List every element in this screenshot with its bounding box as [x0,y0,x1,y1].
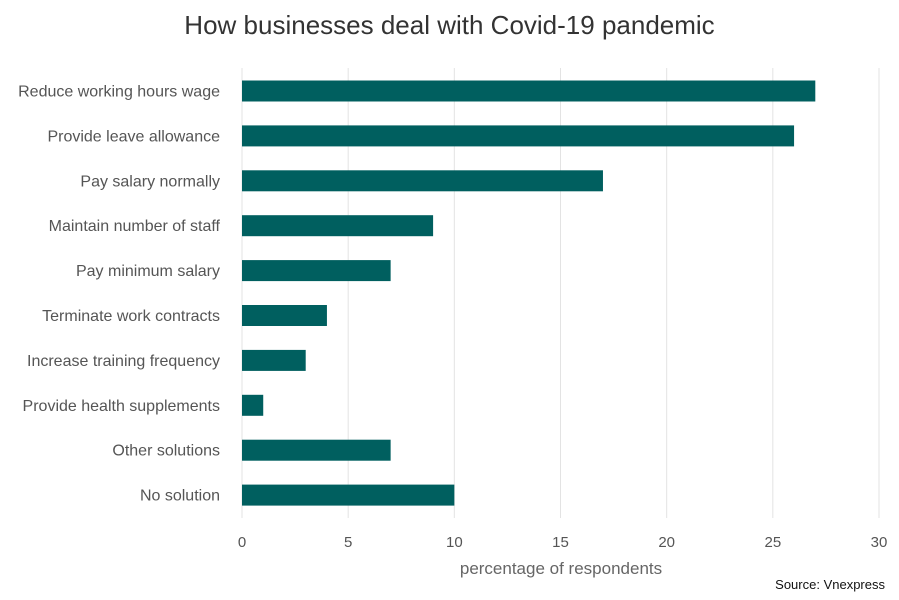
x-tick-label: 20 [658,534,675,551]
bar [242,305,327,326]
bar [242,125,795,147]
bar [242,349,306,371]
bar [242,215,434,237]
x-tick-label: 0 [238,534,246,551]
bar [242,394,264,416]
source-note: Source: Vnexpress [775,577,885,592]
x-tick-label: 25 [764,534,781,551]
bar [242,260,391,282]
x-tick-labels: 0 5 10 15 20 25 30 [238,534,888,551]
x-tick-label: 10 [446,534,463,551]
bar [242,439,391,461]
category-label: No solution [140,488,220,505]
bar [242,80,816,102]
category-label: Maintain number of staff [49,218,221,235]
x-axis-title: percentage of respondents [460,559,662,578]
bar [242,170,603,192]
x-tick-label: 15 [552,534,569,551]
bars [242,80,816,506]
category-label: Provide leave allowance [47,128,220,145]
category-label: Other solutions [112,443,220,460]
category-label: Provide health supplements [23,398,220,415]
category-label: Terminate work contracts [42,308,220,325]
category-label: Increase training frequency [27,353,220,370]
bar [242,484,455,506]
chart-title: How businesses deal with Covid-19 pandem… [184,10,715,40]
x-tick-label: 5 [344,534,352,551]
category-label: Pay salary normally [80,173,220,190]
x-tick-label: 30 [871,534,888,551]
category-labels: Reduce working hours wage Provide leave a… [18,84,220,505]
category-label: Pay minimum salary [76,263,220,280]
category-label: Reduce working hours wage [18,84,220,101]
